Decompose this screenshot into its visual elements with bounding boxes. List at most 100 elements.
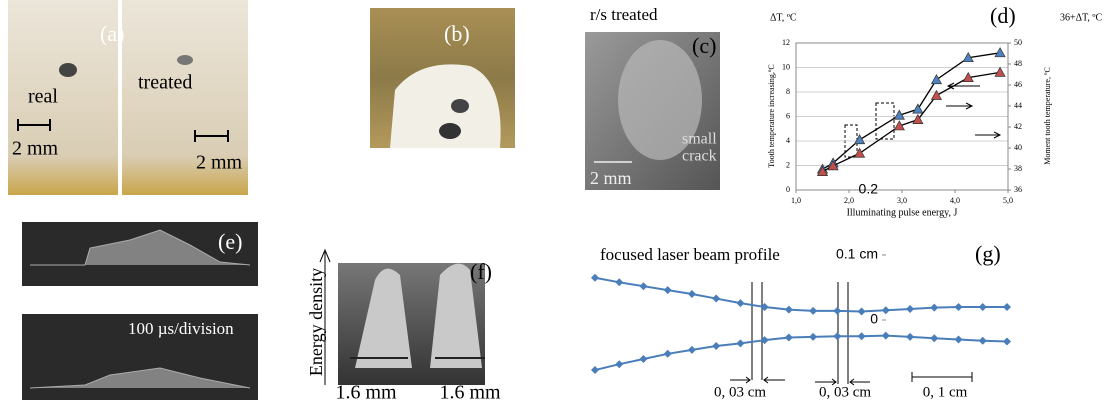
panel-label: (a)	[100, 21, 124, 46]
x-axis-label: Illuminating pulse energy, J	[847, 207, 958, 218]
data-point	[833, 307, 841, 315]
annotation: treated	[138, 72, 192, 94]
panel-label: (d)	[990, 3, 1016, 28]
data-point	[979, 303, 987, 311]
cavity	[177, 55, 193, 65]
scale-text: 2 mm	[590, 168, 632, 188]
data-point	[809, 307, 817, 315]
y-tick-label: 12	[782, 38, 790, 47]
data-point	[1003, 303, 1011, 311]
data-point	[664, 350, 672, 358]
data-point	[591, 366, 599, 374]
axis-title: 36+ΔT, ºC	[1060, 12, 1103, 23]
x-tick-label: 5,0	[1003, 196, 1013, 205]
annotation: 0, 03 cm	[819, 384, 871, 400]
cavity	[59, 63, 77, 77]
data-point	[688, 290, 696, 298]
data-point	[931, 75, 941, 84]
scale-bar	[912, 372, 972, 382]
data-point	[615, 278, 623, 286]
y2-axis-label: Moment tooth temperature, ºC	[1043, 67, 1052, 165]
data-point	[913, 104, 923, 113]
data-point	[639, 355, 647, 363]
panel-b: (b)	[370, 8, 515, 148]
panel-label: (g)	[975, 241, 1001, 266]
arrow	[946, 103, 972, 109]
data-point	[1003, 337, 1011, 345]
arrow	[730, 377, 785, 383]
y-axis-label: Tooth temperature increasing,ºC	[767, 64, 776, 167]
profile-line	[595, 336, 1007, 370]
y-tick-label: 8	[786, 87, 790, 96]
data-point	[639, 282, 647, 290]
data-point	[736, 339, 744, 347]
panel-c: r/s treated (c) small crack 2 mm	[585, 5, 720, 190]
data-point	[688, 346, 696, 354]
y-tick-label: 6	[786, 111, 790, 120]
fit-curve	[823, 53, 1001, 169]
data-point	[930, 304, 938, 312]
panel-a: (a) real treated 2 mm 2 mm	[8, 0, 248, 195]
axis-label: Energy density	[306, 268, 326, 376]
scale-text: 1.6 mm	[439, 382, 501, 404]
annotation: real	[28, 86, 58, 108]
y2-tick-label: 50	[1014, 38, 1022, 47]
panel-e: (e) 100 µs/division	[22, 222, 258, 400]
data-point	[785, 306, 793, 314]
data-point	[712, 295, 720, 303]
y-tick-label: 0.1 cm	[836, 246, 878, 262]
y-tick-label: 0	[786, 185, 790, 194]
axis-title: ΔT, ºC	[770, 12, 797, 23]
annotation: crack	[682, 148, 717, 165]
panel-label: (f)	[470, 259, 492, 284]
data-point	[855, 148, 865, 157]
panel-label: (e)	[218, 229, 242, 254]
panel-label: (b)	[444, 21, 470, 46]
cavity	[451, 99, 469, 113]
y-tick-label: 10	[782, 62, 790, 71]
y2-tick-label: 48	[1014, 59, 1022, 68]
data-point	[858, 332, 866, 340]
data-point	[995, 48, 1005, 57]
x-tick-label: 1,0	[791, 196, 801, 205]
x-tick-label: 4,0	[950, 196, 960, 205]
marker-line	[752, 282, 848, 384]
data-point	[664, 286, 672, 294]
panel-f: Energy density (f) 1.6 mm 1.6 mm	[306, 250, 501, 404]
data-point	[955, 303, 963, 311]
data-point	[906, 305, 914, 313]
y-tick-label: 0.2	[859, 181, 879, 197]
annotation: 100 µs/division	[128, 319, 234, 338]
annotation: 0, 1 cm	[923, 384, 968, 400]
x-tick-label: 2,0	[844, 196, 854, 205]
data-point	[906, 333, 914, 341]
y2-tick-label: 44	[1014, 101, 1022, 110]
data-point	[995, 67, 1005, 76]
data-point	[712, 342, 720, 350]
data-point	[855, 135, 865, 144]
data-point	[615, 360, 623, 368]
y2-tick-label: 36	[1014, 185, 1022, 194]
annotation: small	[682, 131, 717, 148]
scale-text: 2 mm	[196, 152, 243, 174]
y2-tick-label: 38	[1014, 164, 1022, 173]
scale-text: 2 mm	[12, 138, 59, 160]
panel-g-decor	[730, 282, 972, 385]
x-tick-label: 3,0	[897, 196, 907, 205]
annotation: r/s treated	[590, 5, 658, 24]
data-point	[858, 308, 866, 316]
figure: (a) real treated 2 mm 2 mm (b) r/s treat…	[0, 0, 1118, 404]
data-point	[809, 333, 817, 341]
data-point	[930, 334, 938, 342]
data-point	[955, 336, 963, 344]
y2-tick-label: 46	[1014, 80, 1022, 89]
scale-text: 1.6 mm	[335, 382, 397, 404]
data-point	[785, 334, 793, 342]
data-point	[736, 299, 744, 307]
data-point	[591, 274, 599, 282]
chart-title: focused laser beam profile	[600, 245, 780, 264]
cavity	[439, 123, 461, 139]
arrow	[975, 132, 1000, 138]
y2-tick-label: 42	[1014, 122, 1022, 131]
data-point	[979, 337, 987, 345]
